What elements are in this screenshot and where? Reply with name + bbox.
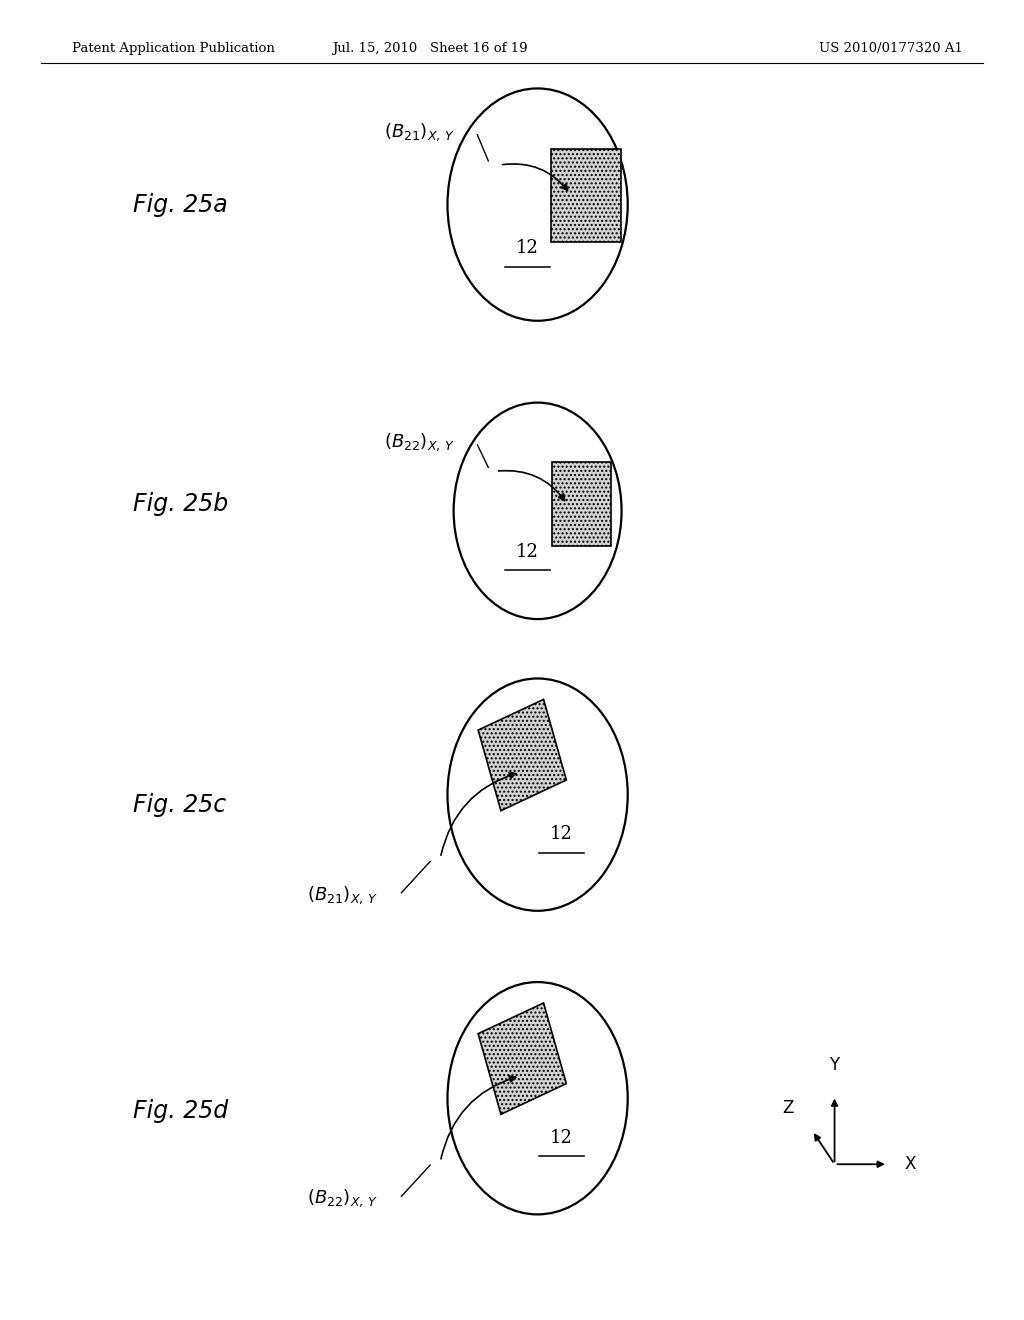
- Circle shape: [447, 982, 628, 1214]
- Bar: [478, 700, 566, 810]
- Circle shape: [447, 678, 628, 911]
- Text: Patent Application Publication: Patent Application Publication: [72, 42, 274, 55]
- Bar: [478, 1003, 566, 1114]
- Text: $(B_{21})_{X,\,Y}$: $(B_{21})_{X,\,Y}$: [307, 884, 378, 906]
- Bar: [552, 462, 611, 546]
- Text: $(B_{22})_{X,\,Y}$: $(B_{22})_{X,\,Y}$: [307, 1188, 378, 1209]
- Text: 12: 12: [550, 825, 572, 843]
- Circle shape: [447, 88, 628, 321]
- Text: Fig. 25d: Fig. 25d: [133, 1100, 228, 1123]
- Text: Y: Y: [829, 1056, 840, 1074]
- Bar: [551, 149, 621, 242]
- Text: Fig. 25a: Fig. 25a: [133, 193, 228, 216]
- Text: Fig. 25b: Fig. 25b: [133, 492, 228, 516]
- Circle shape: [454, 403, 622, 619]
- Text: Fig. 25c: Fig. 25c: [133, 793, 226, 817]
- Text: X: X: [904, 1155, 915, 1173]
- Text: Jul. 15, 2010   Sheet 16 of 19: Jul. 15, 2010 Sheet 16 of 19: [332, 42, 528, 55]
- Text: 12: 12: [516, 239, 539, 257]
- Text: Z: Z: [782, 1100, 794, 1118]
- Text: 12: 12: [550, 1129, 572, 1147]
- Text: $(B_{22})_{X,\,Y}$: $(B_{22})_{X,\,Y}$: [384, 432, 455, 453]
- Text: 12: 12: [516, 543, 539, 561]
- Text: $(B_{21})_{X,\,Y}$: $(B_{21})_{X,\,Y}$: [384, 121, 455, 143]
- Text: US 2010/0177320 A1: US 2010/0177320 A1: [819, 42, 963, 55]
